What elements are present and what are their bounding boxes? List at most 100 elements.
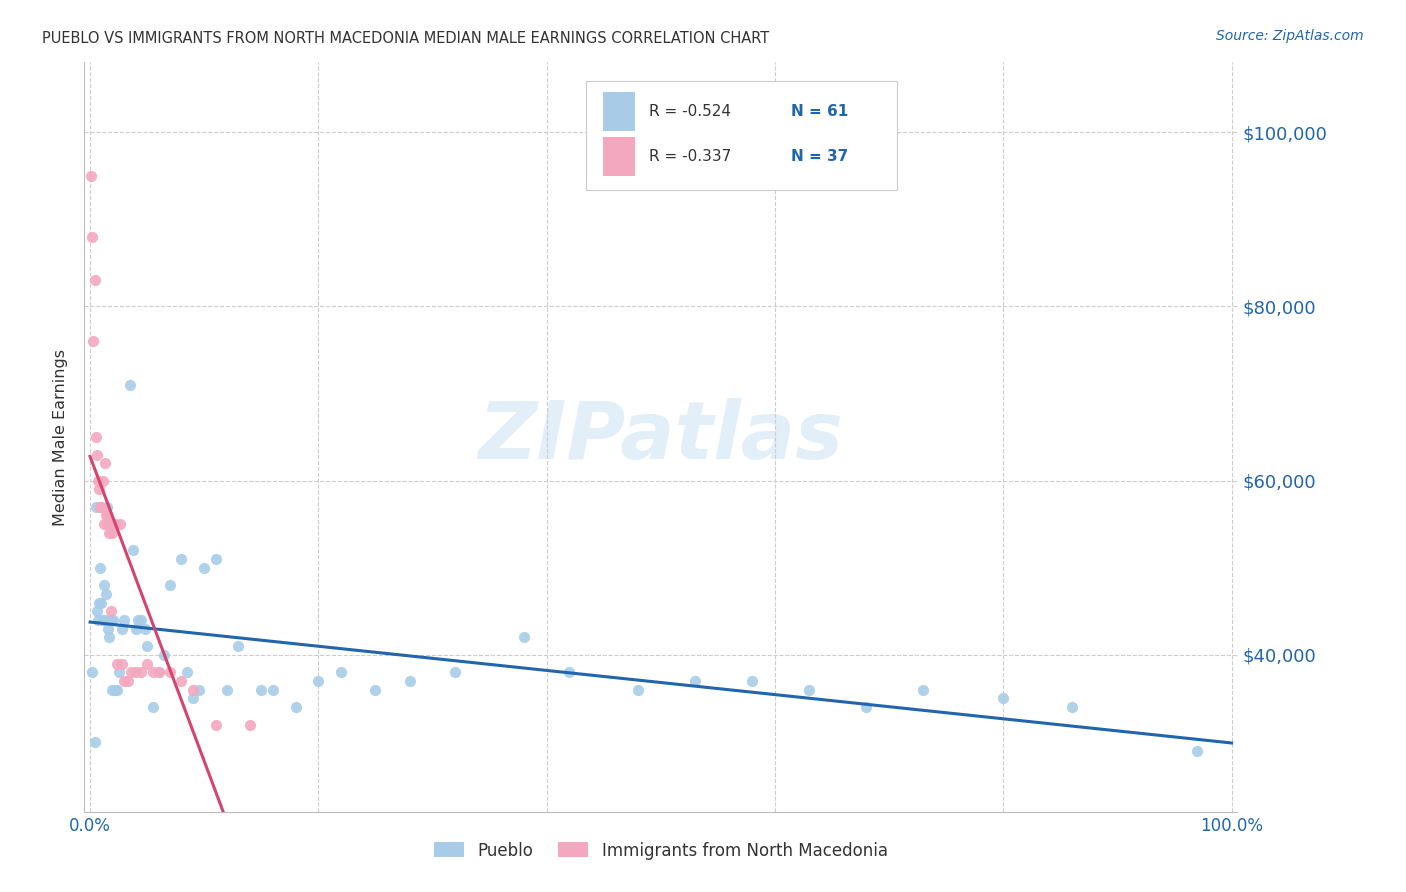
Bar [603, 92, 636, 130]
Point [153, 648, 176, 662]
Point [148, 665, 170, 680]
Point [398, 673, 420, 688]
Point [513, 631, 536, 645]
Point [159, 578, 181, 592]
Point [93, 517, 115, 532]
Point [104, 517, 127, 532]
Point [86, 448, 108, 462]
Point [148, 665, 170, 680]
Point [82, 229, 104, 244]
Point [284, 700, 307, 714]
Legend: Pueblo, Immigrants from North Macedonia: Pueblo, Immigrants from North Macedonia [434, 841, 887, 860]
Point [117, 673, 139, 688]
Point [181, 691, 204, 706]
Point [1187, 744, 1209, 758]
Point [80, 169, 103, 183]
Point [100, 613, 122, 627]
Point [100, 682, 122, 697]
Point [239, 717, 262, 731]
Point [112, 673, 135, 688]
Point [125, 665, 148, 680]
Point [170, 552, 193, 566]
Text: Source: ZipAtlas.com: Source: ZipAtlas.com [1216, 29, 1364, 43]
Point [86, 604, 108, 618]
Point [89, 483, 111, 497]
Point [94, 508, 117, 523]
FancyBboxPatch shape [586, 81, 897, 190]
Point [741, 673, 763, 688]
Point [136, 639, 159, 653]
Bar [603, 136, 636, 176]
Point [84, 500, 107, 514]
Point [107, 665, 129, 680]
Point [100, 604, 122, 618]
Point [627, 682, 650, 697]
Point [93, 578, 115, 592]
Point [90, 500, 112, 514]
Point [204, 552, 226, 566]
Point [94, 456, 117, 470]
Point [1060, 700, 1083, 714]
Point [142, 700, 165, 714]
Point [187, 682, 209, 697]
Point [307, 673, 329, 688]
Point [683, 673, 706, 688]
Point [122, 543, 145, 558]
Point [558, 665, 581, 680]
Point [993, 691, 1015, 706]
Point [111, 657, 134, 671]
Point [91, 474, 114, 488]
Point [107, 682, 129, 697]
Point [912, 682, 935, 697]
Point [82, 334, 104, 349]
Point [131, 613, 153, 627]
Text: N = 37: N = 37 [792, 149, 848, 163]
Y-axis label: Median Male Earnings: Median Male Earnings [53, 349, 69, 525]
Point [87, 474, 110, 488]
Point [193, 561, 215, 575]
Point [330, 665, 353, 680]
Point [87, 613, 110, 627]
Text: PUEBLO VS IMMIGRANTS FROM NORTH MACEDONIA MEDIAN MALE EARNINGS CORRELATION CHART: PUEBLO VS IMMIGRANTS FROM NORTH MACEDONI… [42, 31, 769, 46]
Point [94, 587, 117, 601]
Point [89, 500, 111, 514]
Text: R = -0.524: R = -0.524 [650, 103, 731, 119]
Point [444, 665, 467, 680]
Point [83, 273, 105, 287]
Point [104, 682, 127, 697]
Point [118, 377, 141, 392]
Point [108, 517, 131, 532]
Text: R = -0.337: R = -0.337 [650, 149, 731, 163]
Point [100, 525, 122, 540]
Point [97, 517, 120, 532]
Point [89, 596, 111, 610]
Point [101, 517, 124, 532]
Point [97, 622, 120, 636]
Text: ZIPatlas: ZIPatlas [478, 398, 844, 476]
Point [120, 665, 142, 680]
Point [127, 613, 149, 627]
Point [112, 613, 135, 627]
Point [125, 622, 148, 636]
Point [98, 631, 121, 645]
Point [204, 717, 226, 731]
Point [262, 682, 284, 697]
Point [82, 665, 104, 680]
Point [89, 561, 111, 575]
Point [111, 622, 134, 636]
Point [134, 622, 156, 636]
Point [98, 525, 121, 540]
Point [91, 613, 114, 627]
Point [136, 657, 159, 671]
Point [83, 735, 105, 749]
Point [855, 700, 877, 714]
Point [176, 665, 198, 680]
Point [228, 639, 250, 653]
Point [84, 430, 107, 444]
Point [364, 682, 387, 697]
Point [94, 613, 117, 627]
Point [101, 613, 124, 627]
Point [181, 682, 204, 697]
Point [142, 665, 165, 680]
Text: N = 61: N = 61 [792, 103, 848, 119]
